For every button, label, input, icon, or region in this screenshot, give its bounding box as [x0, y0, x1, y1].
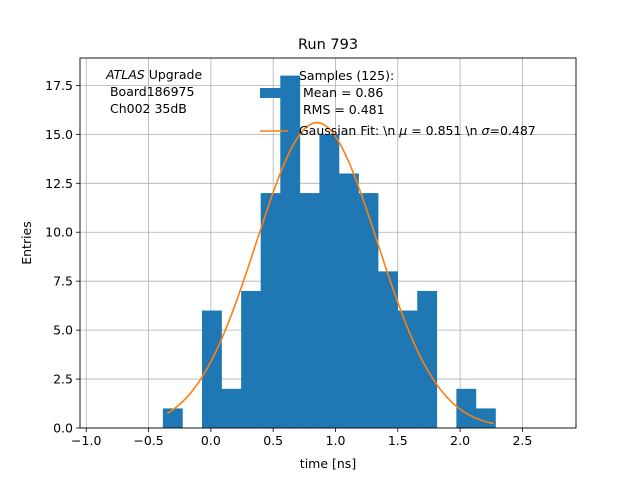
annotation-board: Board186975 [106, 84, 194, 99]
histogram-bar-4 [241, 290, 262, 428]
histogram-bar-3 [221, 388, 242, 428]
y-tick-label-1: 2.5 [53, 372, 73, 387]
x-tick-label-7: 2.5 [512, 433, 532, 448]
x-tick-label-4: 1.0 [326, 433, 346, 448]
legend-samples-title: Samples (125): [299, 68, 394, 83]
x-tick-label-2: 0.0 [201, 433, 221, 448]
x-tick-label-5: 1.5 [388, 433, 408, 448]
svg-text:ATLAS Upgrade: ATLAS Upgrade [105, 67, 202, 82]
x-tick-label-0: −1.0 [71, 433, 101, 448]
x-tick-label-6: 2.0 [450, 433, 470, 448]
y-tick-label-6: 15.0 [45, 127, 73, 142]
histogram-bar-13 [417, 290, 438, 428]
y-tick-label-0: 0.0 [53, 421, 73, 436]
annotation-channel: Ch002 35dB [106, 101, 187, 116]
x-tick-label-3: 0.5 [263, 433, 283, 448]
y-tick-label-7: 17.5 [45, 78, 73, 93]
y-tick-label-4: 10.0 [45, 225, 73, 240]
histogram-bar-9 [338, 173, 359, 428]
annotation-upgrade: Upgrade [145, 67, 203, 82]
histogram-bar-10 [358, 193, 379, 428]
chart-title: Run 793 [298, 37, 358, 53]
legend-samples-rms: RMS = 0.481 [299, 102, 385, 117]
atlas-annotation: ATLAS Upgrade Board186975 Ch002 35dB [105, 67, 202, 116]
histogram-bar-7 [299, 193, 320, 428]
y-axis-ticks: 0.0 2.5 5.0 7.5 10.0 12.5 15.0 17.5 [45, 78, 80, 436]
histogram-bar-15 [456, 388, 477, 428]
y-tick-label-2: 5.0 [53, 323, 73, 338]
plot-frame [79, 57, 577, 429]
histogram-bar-5 [260, 193, 281, 428]
y-tick-label-5: 12.5 [45, 176, 73, 191]
legend-fit-label: Gaussian Fit: \n μ = 0.851 \n σ=0.487 [299, 123, 536, 138]
legend-samples-mean: Mean = 0.86 [299, 85, 383, 100]
x-tick-label-1: −0.5 [133, 433, 163, 448]
x-axis-label: time [ns] [300, 456, 356, 471]
y-tick-label-3: 7.5 [53, 274, 73, 289]
histogram-bar-2 [202, 310, 222, 428]
y-axis-label: Entries [19, 221, 34, 265]
histogram-bars [162, 75, 496, 428]
annotation-atlas: ATLAS [105, 67, 145, 82]
x-axis-ticks: −1.0 −0.5 0.0 0.5 1.0 1.5 2.0 2.5 [71, 428, 532, 448]
gaussian-fit-line [166, 121, 494, 425]
legend: Samples (125): Mean = 0.86 RMS = 0.481 G… [260, 68, 536, 138]
histogram-bar-8 [319, 134, 340, 428]
histogram-bar-16 [475, 408, 496, 428]
histogram-bar-6 [280, 75, 301, 428]
histogram-bar-11 [378, 271, 398, 428]
legend-samples-swatch [260, 88, 288, 98]
histogram-bar-0 [162, 408, 183, 428]
